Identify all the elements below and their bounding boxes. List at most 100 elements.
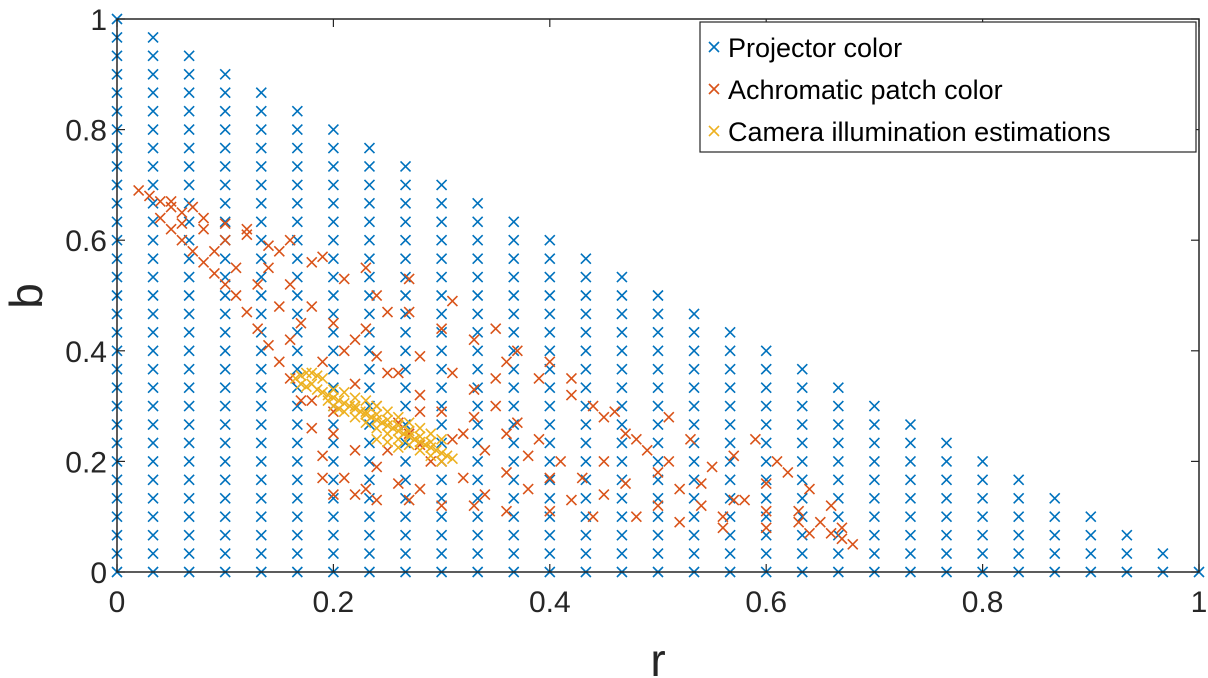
camera-point — [360, 395, 372, 407]
series-achromatic-patch — [133, 184, 859, 550]
projector-point — [183, 179, 195, 191]
projector-point — [616, 511, 628, 523]
camera-point — [327, 392, 339, 404]
projector-point — [616, 418, 628, 431]
projector-point — [399, 548, 412, 560]
projector-point — [363, 253, 376, 265]
camera-point — [414, 436, 426, 448]
achromatic-point — [814, 516, 826, 528]
projector-point — [580, 418, 592, 431]
projector-point — [580, 253, 592, 265]
projector-point — [183, 474, 195, 486]
projector-point — [327, 160, 339, 173]
projector-point — [868, 474, 880, 486]
projector-point — [399, 160, 412, 173]
projector-point — [363, 345, 376, 357]
projector-point — [327, 253, 339, 265]
projector-point — [399, 492, 412, 504]
projector-point — [147, 529, 159, 541]
projector-point — [219, 142, 231, 154]
projector-point — [399, 437, 412, 449]
achromatic-point — [749, 433, 761, 445]
achromatic-point — [619, 428, 632, 440]
projector-point — [508, 234, 520, 246]
camera-point — [371, 400, 383, 412]
achromatic-point — [695, 477, 707, 490]
camera-point — [338, 406, 350, 418]
projector-point — [832, 511, 844, 523]
projector-point — [904, 548, 917, 560]
projector-point — [399, 363, 412, 375]
achromatic-point — [392, 367, 404, 379]
camera-point — [327, 383, 339, 396]
projector-point — [255, 179, 267, 191]
projector-point — [724, 437, 736, 449]
projector-point — [147, 437, 159, 449]
legend-marker-icon — [708, 83, 720, 95]
projector-point — [472, 253, 484, 265]
achromatic-point — [684, 433, 697, 445]
achromatic-point — [360, 483, 372, 495]
projector-point — [940, 474, 953, 486]
projector-point — [183, 400, 195, 412]
projector-point — [363, 216, 376, 228]
projector-point — [399, 289, 412, 302]
projector-point — [760, 474, 772, 486]
projector-point — [436, 382, 448, 394]
projector-point — [544, 345, 556, 357]
projector-point — [291, 511, 303, 523]
achromatic-point — [165, 195, 177, 208]
achromatic-point — [619, 477, 632, 490]
projector-point — [760, 511, 772, 523]
achromatic-point — [284, 334, 296, 346]
projector-point — [219, 418, 231, 431]
projector-point — [904, 455, 917, 467]
projector-point — [508, 345, 520, 357]
achromatic-point — [500, 505, 513, 517]
achromatic-point — [327, 428, 339, 440]
projector-point — [544, 511, 556, 523]
projector-point — [544, 326, 556, 338]
projector-point — [219, 511, 231, 523]
x-axis-label: r — [650, 634, 665, 678]
projector-point — [219, 197, 231, 209]
camera-point — [414, 422, 426, 434]
projector-point — [796, 529, 808, 541]
y-tick-label: 0.6 — [65, 225, 107, 258]
legend-marker-achromatic — [708, 83, 720, 95]
projector-point — [724, 345, 736, 357]
projector-point — [399, 271, 412, 283]
projector-point — [832, 418, 844, 431]
projector-point — [327, 326, 339, 338]
achromatic-point — [598, 489, 610, 501]
achromatic-point — [327, 317, 339, 329]
projector-point — [940, 437, 953, 449]
y-axis-label: b — [0, 283, 52, 309]
achromatic-point — [295, 317, 307, 329]
projector-point — [832, 455, 844, 467]
projector-point — [940, 455, 953, 467]
camera-point — [295, 378, 307, 390]
projector-point — [255, 197, 267, 209]
achromatic-point — [381, 306, 394, 318]
projector-point — [255, 529, 267, 541]
camera-point — [311, 370, 323, 382]
achromatic-point — [197, 256, 210, 268]
projector-point — [724, 474, 736, 486]
projector-point — [436, 271, 448, 283]
projector-point — [327, 363, 339, 375]
achromatic-point — [241, 306, 253, 318]
projector-point — [544, 271, 556, 283]
projector-point — [291, 105, 303, 117]
projector-point — [977, 511, 989, 523]
legend-marker-projector — [708, 41, 720, 53]
projector-point — [436, 197, 448, 209]
achromatic-point — [598, 455, 610, 467]
projector-point — [436, 548, 448, 560]
achromatic-point — [252, 323, 264, 335]
projector-point — [219, 455, 231, 467]
projector-point — [508, 529, 520, 541]
projector-point — [291, 418, 303, 431]
projector-point — [904, 437, 917, 449]
projector-point — [544, 529, 556, 541]
